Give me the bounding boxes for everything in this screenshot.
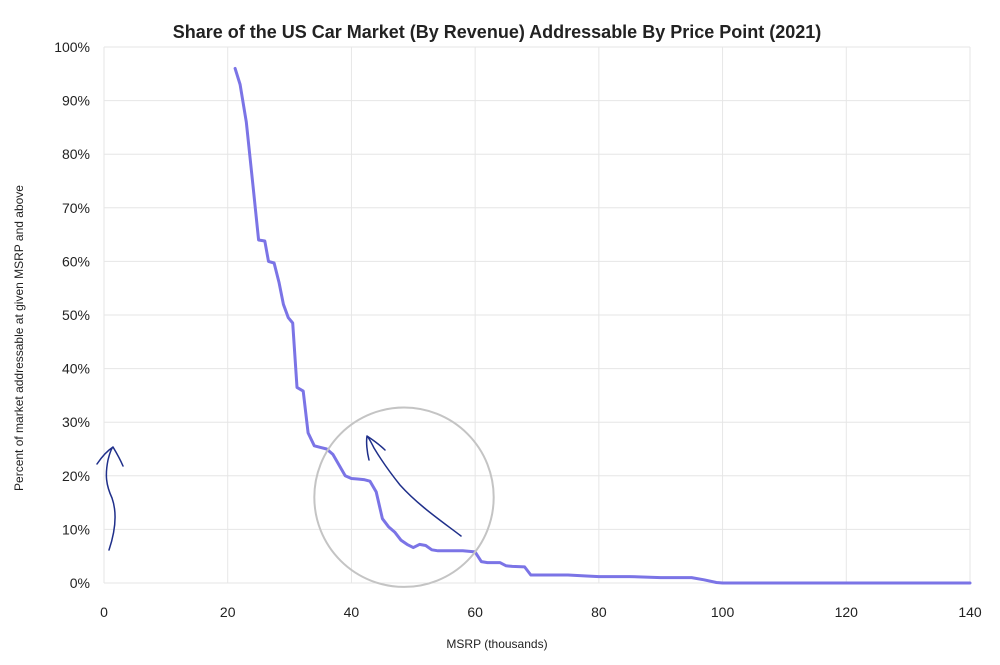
tick-labels: 0% 10% 20% 30% 40% 50% 60% 70% 80% 90% 100% 0 20 40 60…	[54, 39, 982, 620]
x-tick-label: 140	[958, 604, 982, 620]
y-tick-label: 20%	[62, 468, 90, 484]
y-tick-label: 30%	[62, 414, 90, 430]
y-tick-label: 70%	[62, 200, 90, 216]
x-tick-label: 100	[711, 604, 735, 620]
x-tick-label: 120	[835, 604, 859, 620]
annotations	[96, 406, 495, 588]
chart-title: Share of the US Car Market (By Revenue) …	[173, 22, 822, 42]
series-layer	[233, 66, 972, 585]
y-tick-label: 90%	[62, 93, 90, 109]
y-tick-label: 80%	[62, 146, 90, 162]
series-line	[233, 66, 972, 585]
x-tick-label: 80	[591, 604, 607, 620]
y-tick-label: 50%	[62, 307, 90, 323]
x-tick-label: 0	[100, 604, 108, 620]
y-tick-label: 100%	[54, 39, 90, 55]
x-axis-label: MSRP (thousands)	[446, 637, 547, 651]
y-tick-label: 60%	[62, 253, 90, 269]
y-axis-label: Percent of market addressable at given M…	[12, 185, 26, 491]
highlight-circle	[313, 406, 495, 588]
x-tick-label: 60	[467, 604, 483, 620]
x-tick-label: 20	[220, 604, 236, 620]
y-tick-label: 10%	[62, 521, 90, 537]
grid-lines	[103, 46, 971, 584]
arrow-annotation-axis	[96, 446, 124, 551]
arrow-annotation-circle	[365, 435, 462, 537]
y-tick-label: 40%	[62, 361, 90, 377]
y-tick-label: 0%	[70, 575, 90, 591]
x-tick-label: 40	[344, 604, 360, 620]
